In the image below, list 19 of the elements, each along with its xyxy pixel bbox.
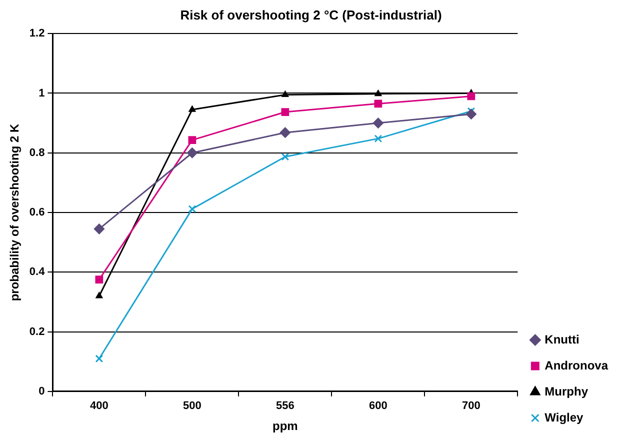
x-tick-label: 700 (462, 400, 480, 412)
x-tick-label: 556 (276, 400, 294, 412)
legend-label: Murphy (544, 384, 588, 398)
y-tick-label: 1 (38, 87, 45, 100)
y-tick-label: 0.8 (29, 146, 45, 159)
legend-label: Andronova (544, 358, 608, 372)
y-tick-label: 0 (38, 385, 45, 398)
chart-title: Risk of overshooting 2 °C (Post-industrial) (180, 7, 442, 22)
legend-label: Wigley (544, 410, 584, 424)
y-tick-label: 0.4 (29, 266, 46, 278)
x-axis-title: ppm (272, 419, 298, 434)
y-tick-label: 1.2 (29, 28, 45, 40)
y-tick-label: 0.6 (29, 206, 45, 219)
x-tick-label: 500 (183, 400, 202, 412)
y-axis-title: probability of overshooting 2 K (8, 124, 22, 302)
y-tick-label: 0.2 (29, 326, 45, 338)
x-tick-label: 600 (368, 400, 388, 412)
x-tick-label: 400 (90, 400, 108, 412)
legend-label: Knutti (544, 332, 580, 346)
